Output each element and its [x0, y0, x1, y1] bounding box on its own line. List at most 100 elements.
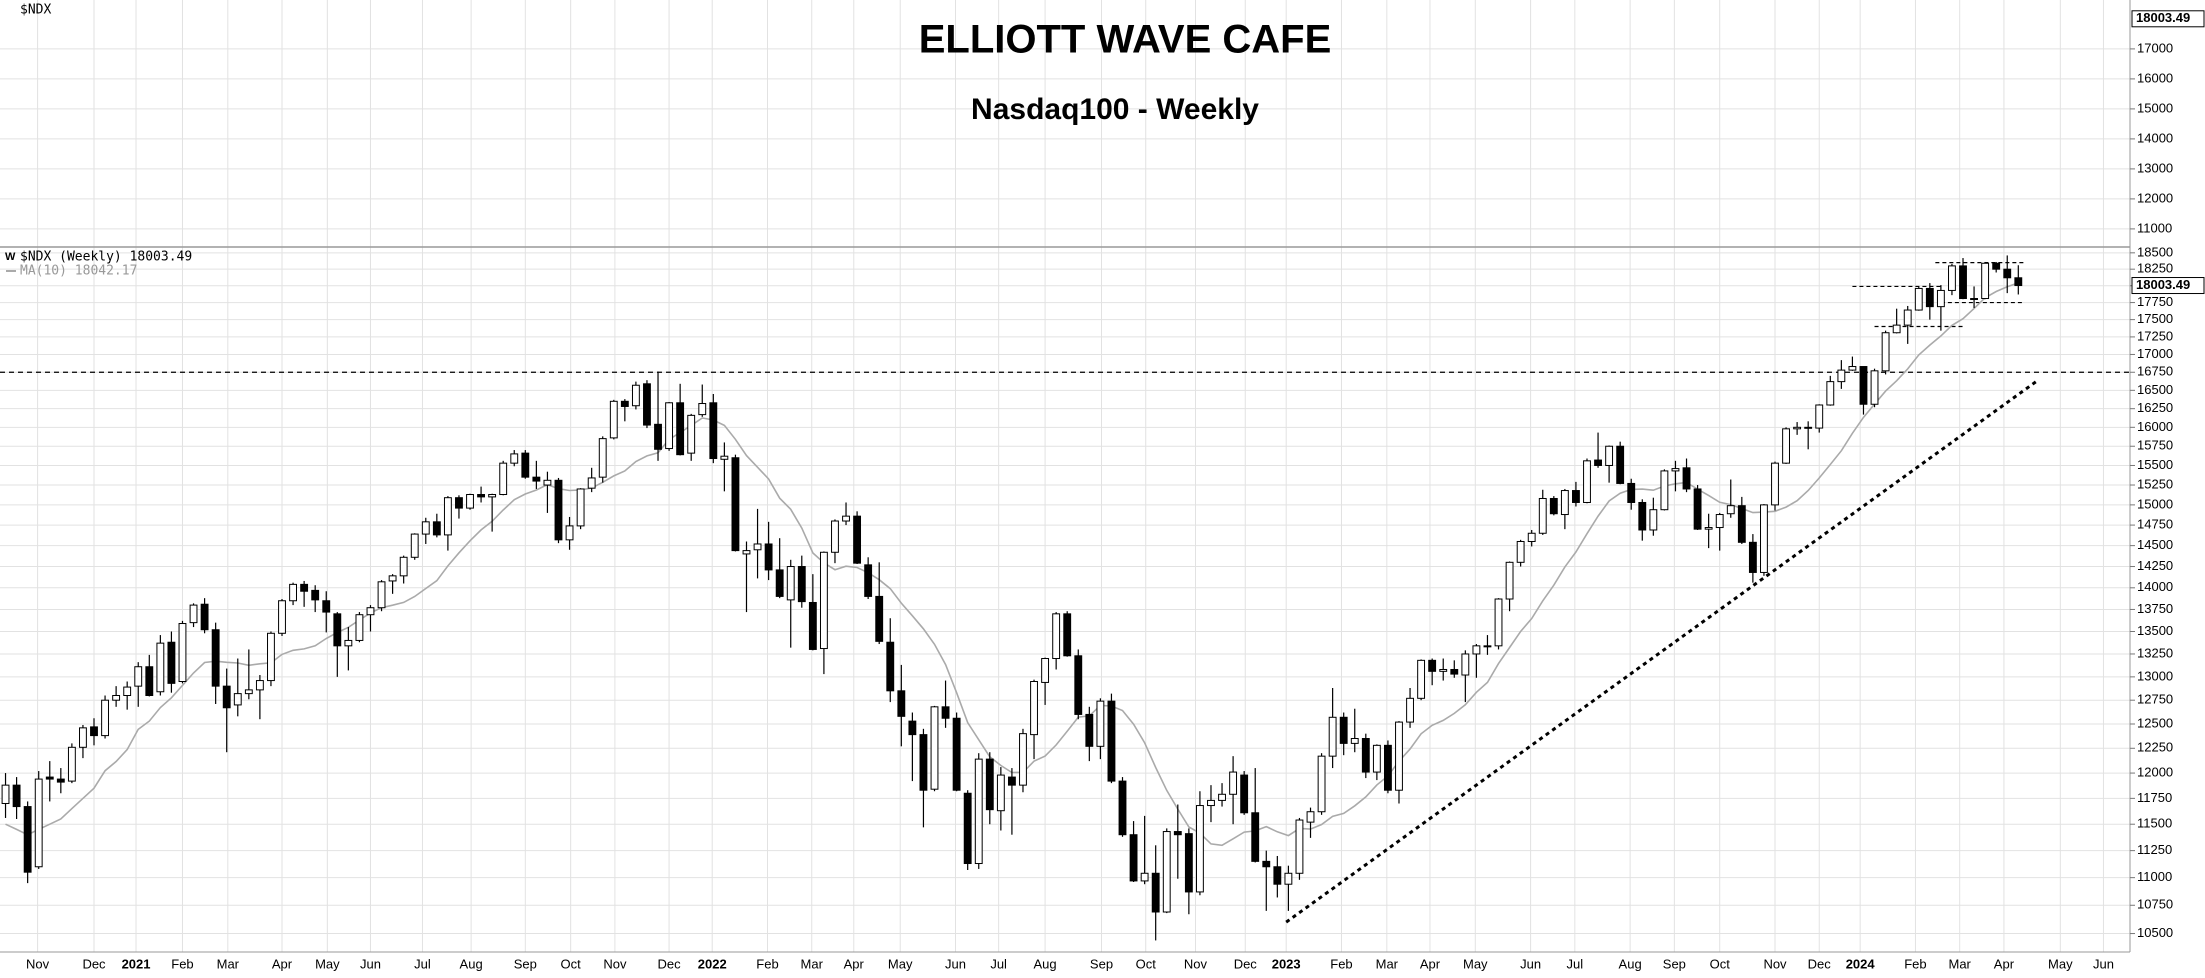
candle-body	[366, 607, 375, 616]
candle-body	[1748, 541, 1757, 573]
y-tick-label: 16000	[2137, 419, 2173, 434]
y-tick-label: 15500	[2137, 457, 2173, 472]
x-tick-label: Mar	[1376, 956, 1399, 971]
x-tick-label: Jun	[360, 956, 381, 971]
x-tick-label: Mar	[217, 956, 240, 971]
candle-body	[1948, 265, 1956, 291]
candle-body	[587, 477, 596, 489]
candle-body	[2014, 277, 2023, 287]
candle-body	[1826, 381, 1835, 406]
candle-body	[23, 806, 32, 873]
y-tick-label: 11000	[2137, 220, 2172, 235]
candle-body	[322, 600, 331, 613]
candle-body	[775, 569, 784, 597]
candle-body	[123, 686, 132, 696]
candle-body	[853, 515, 862, 564]
y-tick-label: 14000	[2137, 130, 2173, 145]
y-tick-label: 13000	[2137, 160, 2173, 175]
candle-body	[764, 543, 773, 571]
y-tick-label: 13250	[2137, 645, 2173, 660]
y-tick-label: 13750	[2137, 601, 2173, 616]
candle-body	[1019, 733, 1027, 786]
candle-body	[67, 746, 76, 782]
candle-body	[1572, 490, 1580, 503]
y-tick-label: 15250	[2137, 476, 2173, 491]
candle-body	[974, 758, 983, 865]
candle-body	[1207, 799, 1215, 807]
candle-body	[1417, 659, 1426, 699]
candle-body	[1184, 833, 1193, 893]
candle-body	[1428, 659, 1437, 672]
candle-body	[189, 604, 198, 624]
candle-body	[1837, 369, 1846, 383]
y-tick-label: 10750	[2137, 897, 2173, 912]
candle-body	[521, 452, 530, 478]
candle-body	[1970, 298, 1978, 301]
candle-body	[244, 689, 253, 695]
chart-title: ELLIOTT WAVE CAFE	[919, 18, 1332, 62]
candle-body	[56, 778, 65, 783]
candle-body	[1682, 467, 1691, 490]
candle-body	[167, 641, 176, 684]
candle-body	[1361, 738, 1370, 773]
candle-body	[930, 706, 939, 790]
x-tick-label: Apr	[272, 956, 293, 971]
candle-body	[1616, 445, 1625, 484]
y-tick-label: 18250	[2137, 261, 2173, 276]
x-tick-label: Jun	[945, 956, 966, 971]
y-tick-label: 15000	[2137, 100, 2173, 115]
candle-body	[1737, 505, 1746, 543]
candle-body	[1240, 774, 1249, 814]
x-tick-label: Feb	[1904, 956, 1926, 971]
candle-body	[156, 642, 165, 693]
candle-body	[919, 734, 928, 791]
candle-body	[1284, 872, 1293, 885]
candle-body	[1140, 872, 1149, 882]
candle-body	[842, 515, 850, 522]
x-tick-label: Jul	[414, 956, 431, 971]
x-tick-label: 2024	[1846, 956, 1876, 971]
x-tick-label: Oct	[1136, 956, 1157, 971]
candle-body	[1870, 370, 1879, 405]
candle-body	[255, 680, 264, 691]
x-tick-label: May	[315, 956, 340, 971]
candle-body	[620, 400, 629, 407]
candle-body	[1903, 309, 1912, 326]
candle-body	[278, 600, 286, 634]
candle-body	[1516, 540, 1525, 563]
candle-body	[222, 685, 231, 709]
candle-body	[1162, 831, 1171, 913]
candle-body	[410, 533, 419, 558]
y-tick-label: 12500	[2137, 715, 2173, 730]
x-tick-label: 2022	[698, 956, 727, 971]
candle-body	[1229, 771, 1238, 795]
candle-body	[178, 623, 187, 682]
candle-body	[1273, 866, 1282, 885]
candle-body	[1693, 488, 1702, 530]
candle-body	[455, 497, 463, 509]
candle-body	[753, 543, 762, 551]
y-tick-label: 12000	[2137, 765, 2173, 780]
candle-body	[797, 566, 806, 603]
candle-body	[1992, 262, 2001, 270]
candle-body	[1461, 653, 1470, 676]
y-tick-label: 14000	[2137, 579, 2173, 594]
y-tick-label: 10500	[2137, 925, 2173, 940]
candle-body	[101, 699, 109, 737]
candle-body	[399, 556, 408, 577]
y-tick-label: 12250	[2137, 740, 2173, 755]
y-tick-label: 13500	[2137, 623, 2173, 638]
x-tick-label: Apr	[1420, 956, 1441, 971]
y-tick-label: 14750	[2137, 517, 2173, 532]
overview-price-tag: 18003.49	[2136, 10, 2190, 25]
candle-body	[1671, 468, 1680, 472]
candle-body	[377, 581, 386, 609]
candle-body	[1151, 872, 1160, 913]
y-tick-label: 11750	[2137, 790, 2172, 805]
candle-body	[1096, 700, 1105, 747]
candle-body	[466, 494, 474, 509]
candle-body	[1804, 426, 1813, 429]
candle-body	[996, 774, 1005, 812]
candle-body	[510, 453, 519, 464]
